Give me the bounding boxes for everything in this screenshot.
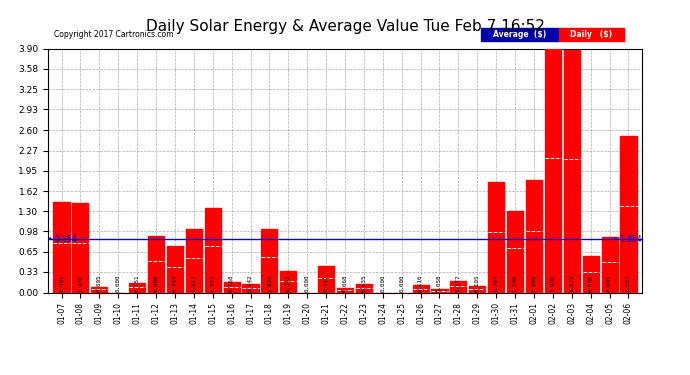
Bar (186, 229, 202, 292)
Text: 3.873: 3.873 (569, 274, 574, 292)
Text: 3.900: 3.900 (551, 274, 555, 292)
Bar (224, 282, 239, 292)
Bar (318, 266, 334, 292)
Text: 0.000: 0.000 (116, 274, 121, 292)
Bar (356, 284, 372, 292)
Text: • 0.854: • 0.854 (48, 235, 77, 244)
Text: 0.891: 0.891 (607, 274, 612, 292)
Text: 1.451: 1.451 (59, 274, 64, 292)
Bar (337, 288, 353, 292)
Text: 1.017: 1.017 (191, 274, 197, 292)
Text: 1.800: 1.800 (531, 274, 537, 292)
Bar (602, 237, 618, 292)
Bar (469, 286, 485, 292)
Text: 0.168: 0.168 (229, 274, 234, 292)
Text: 0.000: 0.000 (305, 274, 310, 292)
Bar (582, 256, 599, 292)
Text: 0.000: 0.000 (380, 274, 385, 292)
FancyBboxPatch shape (559, 28, 624, 42)
Text: 1.353: 1.353 (210, 274, 215, 292)
Text: 0.151: 0.151 (135, 274, 139, 292)
Bar (91, 286, 108, 292)
Text: 1.022: 1.022 (267, 274, 272, 292)
Text: 0.142: 0.142 (248, 274, 253, 292)
Bar (431, 289, 448, 292)
Bar (488, 182, 504, 292)
Text: Daily Solar Energy & Average Value Tue Feb 7 16:52: Daily Solar Energy & Average Value Tue F… (146, 19, 544, 34)
Text: 1.298: 1.298 (513, 274, 518, 292)
Text: Daily   ($): Daily ($) (570, 30, 612, 39)
Text: 0.747: 0.747 (172, 274, 177, 292)
Bar (526, 180, 542, 292)
Text: 0.586: 0.586 (588, 274, 593, 292)
Text: 0.908: 0.908 (153, 274, 159, 292)
Text: 0.068: 0.068 (342, 274, 348, 292)
Bar (451, 281, 466, 292)
Bar (280, 271, 296, 292)
FancyBboxPatch shape (482, 28, 559, 42)
Bar (620, 136, 636, 292)
Bar (72, 203, 88, 292)
Bar (564, 51, 580, 292)
Text: 0.177: 0.177 (456, 274, 461, 292)
Text: 0.105: 0.105 (475, 274, 480, 292)
Bar (148, 236, 164, 292)
Text: 1.436: 1.436 (78, 274, 83, 292)
Text: 2.507: 2.507 (626, 274, 631, 292)
Text: 0.417: 0.417 (324, 274, 328, 292)
Bar (507, 211, 523, 292)
Text: • 0.854: • 0.854 (613, 235, 642, 244)
Text: 1.764: 1.764 (493, 274, 499, 292)
Text: 0.135: 0.135 (362, 274, 366, 292)
Text: 0.095: 0.095 (97, 274, 102, 292)
Bar (413, 285, 428, 292)
Text: 0.000: 0.000 (400, 274, 404, 292)
Text: 0.058: 0.058 (437, 274, 442, 292)
Bar (262, 229, 277, 292)
Bar (545, 49, 561, 292)
Text: 0.343: 0.343 (286, 274, 290, 292)
Bar (205, 208, 221, 292)
Text: Average  ($): Average ($) (493, 30, 546, 39)
Bar (167, 246, 183, 292)
Bar (242, 284, 259, 292)
Bar (54, 202, 70, 292)
Text: 0.116: 0.116 (418, 274, 423, 292)
Bar (129, 283, 145, 292)
Text: Copyright 2017 Cartronics.com: Copyright 2017 Cartronics.com (55, 30, 174, 39)
